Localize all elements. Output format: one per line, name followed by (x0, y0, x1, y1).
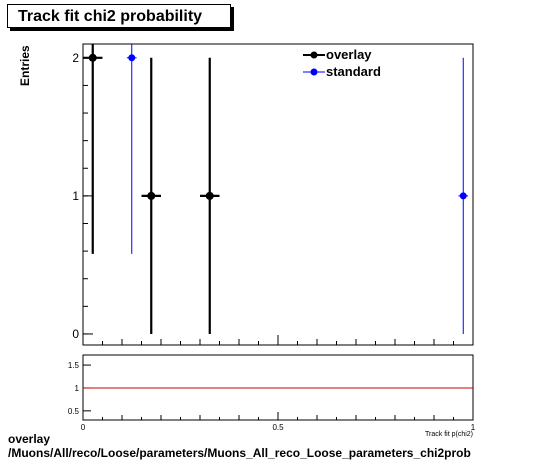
ratio-y-tick-label: 1.5 (68, 361, 80, 370)
standard-point (128, 54, 136, 62)
y-tick-label: 0 (72, 327, 79, 341)
chart-title: Track fit chi2 probability (7, 4, 231, 28)
standard-point (459, 192, 467, 200)
overlay-point (88, 53, 97, 62)
main-plot-frame (82, 43, 474, 346)
overlay-point (147, 191, 156, 200)
y-tick-label: 2 (72, 51, 79, 65)
y-tick-label: 1 (72, 189, 79, 203)
overlay-point (205, 191, 214, 200)
main-axis-ticks: 0 1 2 (72, 51, 474, 345)
footer-line-2: /Muons/All/reco/Loose/parameters/Muons_A… (8, 446, 471, 460)
ratio-x-tick-label: 0 (81, 423, 86, 432)
main-data-marks (83, 44, 469, 334)
legend-marker-standard (310, 68, 318, 76)
footer-line-1: overlay (8, 432, 51, 446)
ratio-y-tick-label: 1 (75, 384, 80, 393)
ratio-x-tick-label: 1 (471, 423, 476, 432)
ratio-x-tick-label: 0.5 (272, 423, 284, 432)
ratio-y-tick-label: 0.5 (68, 407, 80, 416)
legend-marker-overlay (310, 51, 318, 59)
legend-label-standard: standard (326, 64, 381, 79)
y-axis-label: Entries (18, 45, 32, 86)
legend: overlay standard (303, 47, 381, 79)
legend-label-overlay: overlay (326, 47, 372, 62)
ratio-x-axis-label: Track fit p(chi2) (425, 431, 473, 438)
